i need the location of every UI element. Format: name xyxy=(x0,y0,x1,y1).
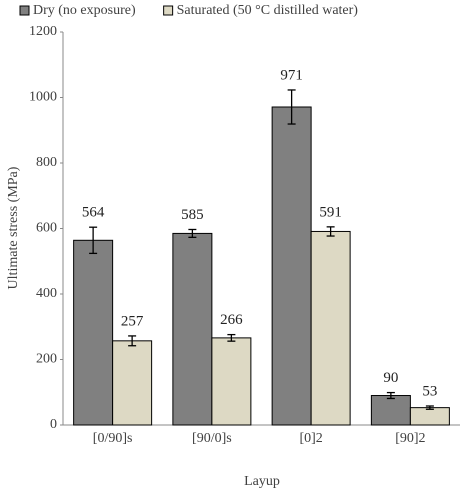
y-tick-label: 1200 xyxy=(29,24,57,39)
data-label: 585 xyxy=(181,207,204,223)
error-bar xyxy=(128,335,137,347)
legend-label: Dry (no exposure) xyxy=(33,3,136,18)
error-bar xyxy=(89,226,98,255)
y-axis-label: Ultimate stress (MPa) xyxy=(6,166,21,289)
data-label: 266 xyxy=(220,312,243,328)
data-label: 53 xyxy=(422,383,437,399)
y-tick-label: 800 xyxy=(36,155,57,170)
x-tick-label: [90/0]s xyxy=(192,431,232,446)
y-tick-label: 1000 xyxy=(29,90,57,105)
y-tick-label: 0 xyxy=(50,417,57,432)
x-tick-label: [0/90]s xyxy=(93,431,133,446)
data-label: 90 xyxy=(383,370,398,386)
error-bar xyxy=(386,391,395,400)
bar xyxy=(409,407,450,426)
legend-swatch xyxy=(19,5,30,16)
x-tick-label: [90]2 xyxy=(395,431,425,446)
error-bar xyxy=(425,405,434,410)
error-bar xyxy=(227,333,236,342)
y-tick-label: 400 xyxy=(36,286,57,301)
bar xyxy=(211,337,252,426)
data-label: 971 xyxy=(280,67,303,83)
bar xyxy=(172,232,213,426)
error-bar xyxy=(326,226,335,237)
data-label: 257 xyxy=(121,313,144,329)
data-label: 591 xyxy=(319,204,342,220)
x-tick-label: [0]2 xyxy=(299,431,322,446)
bar xyxy=(310,230,351,426)
y-tick-label: 200 xyxy=(36,352,57,367)
error-bar xyxy=(188,228,197,238)
y-tick-label: 600 xyxy=(36,221,57,236)
x-axis-label: Layup xyxy=(244,474,280,489)
bar xyxy=(112,340,153,426)
bar xyxy=(73,239,114,426)
error-bar xyxy=(287,89,296,125)
bar xyxy=(271,106,312,426)
legend-label: Saturated (50 °C distilled water) xyxy=(177,3,359,18)
data-label: 564 xyxy=(82,205,105,221)
bar xyxy=(370,395,411,426)
legend-swatch xyxy=(163,5,174,16)
